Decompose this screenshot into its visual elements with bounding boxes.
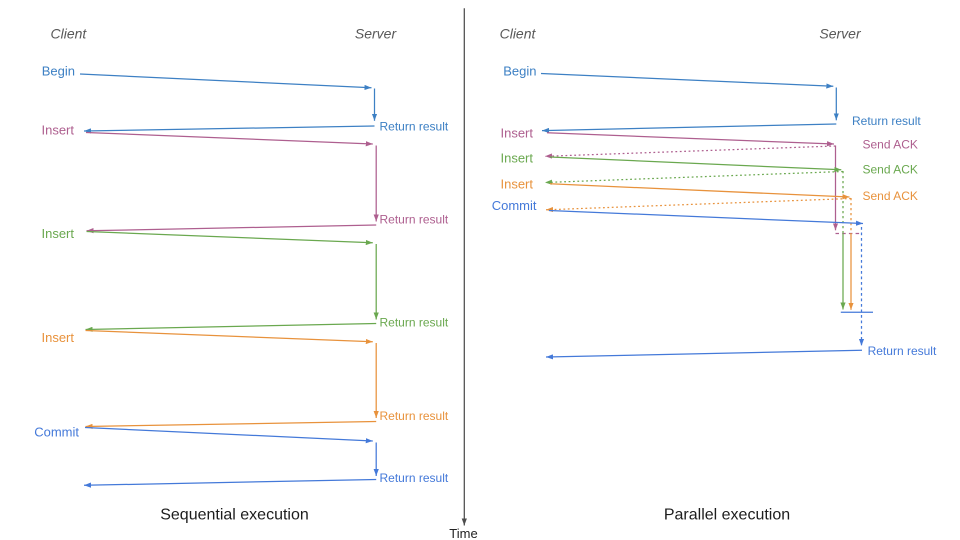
svg-text:Return result: Return result (380, 213, 449, 227)
svg-text:Return result: Return result (852, 114, 921, 128)
svg-text:Time: Time (449, 526, 477, 540)
svg-text:Parallel execution: Parallel execution (664, 507, 790, 524)
svg-text:Sequential execution: Sequential execution (160, 507, 309, 524)
svg-text:Return result: Return result (380, 471, 449, 485)
svg-text:Return result: Return result (380, 409, 449, 423)
svg-text:Insert: Insert (41, 226, 74, 241)
svg-text:Insert: Insert (500, 151, 533, 166)
svg-text:Send ACK: Send ACK (863, 137, 918, 151)
svg-text:Send ACK: Send ACK (863, 189, 918, 203)
svg-text:Begin: Begin (42, 64, 75, 79)
svg-text:Return result: Return result (868, 344, 937, 358)
svg-text:Commit: Commit (492, 198, 537, 213)
svg-text:Insert: Insert (41, 123, 74, 138)
svg-text:Client: Client (500, 26, 537, 42)
svg-text:Server: Server (355, 26, 398, 42)
svg-text:Commit: Commit (34, 425, 79, 440)
svg-text:Return result: Return result (380, 315, 449, 329)
svg-text:Client: Client (51, 26, 88, 42)
svg-text:Server: Server (819, 26, 862, 42)
svg-text:Insert: Insert (500, 177, 533, 192)
svg-text:Begin: Begin (503, 64, 536, 79)
svg-text:Insert: Insert (41, 330, 74, 345)
svg-text:Insert: Insert (500, 126, 533, 141)
svg-text:Send ACK: Send ACK (863, 163, 918, 177)
svg-text:Return result: Return result (380, 120, 449, 134)
